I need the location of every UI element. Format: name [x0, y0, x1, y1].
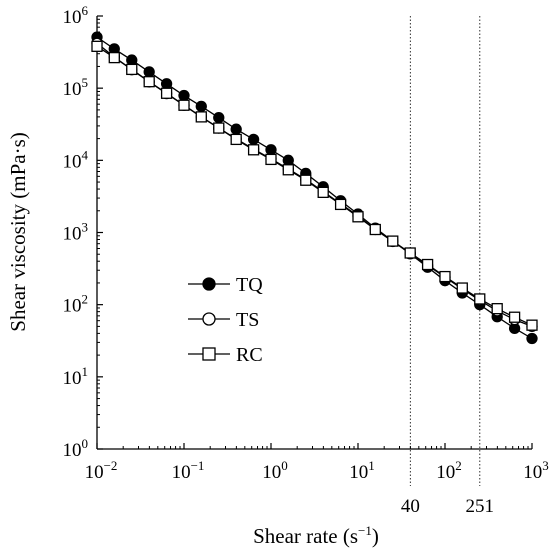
y-tick-label-4-base: 10 [63, 151, 82, 172]
x-axis-title-exp: −1 [358, 523, 372, 538]
point-rc-8 [230, 133, 242, 146]
x-tick-label-2: 100 [262, 458, 288, 483]
y-tick-label-2-exp: 2 [82, 292, 89, 307]
y-tick-label-6-base: 10 [63, 7, 82, 28]
legend-marker-tq [202, 277, 216, 291]
y-tick-label-0-base: 10 [63, 440, 82, 461]
legend-label-tq: TQ [236, 274, 263, 296]
y-tick-label-3-base: 10 [63, 224, 82, 245]
legend-label-rc: RC [236, 344, 263, 366]
point-rc-23 [491, 303, 503, 315]
y-tick-label-5: 105 [63, 75, 89, 100]
y-tick-label-3-exp: 3 [82, 220, 89, 235]
point-rc-7 [213, 122, 225, 134]
y-tick-label-2: 102 [63, 292, 89, 317]
reference-lines: 40 251 [401, 16, 494, 517]
legend-marker-rc [202, 347, 216, 361]
point-rc-17 [387, 235, 399, 247]
point-rc-2 [126, 63, 138, 76]
point-tq-25 [526, 332, 538, 345]
point-rc-13 [317, 186, 329, 199]
point-rc-4 [160, 87, 173, 99]
point-tq-2 [126, 54, 138, 66]
point-rc-21 [456, 282, 468, 294]
point-rc-11 [282, 164, 294, 176]
x-tick-label-1-exp: −1 [191, 458, 205, 473]
point-rc-6 [195, 111, 207, 123]
y-tick-label-1-base: 10 [63, 368, 82, 389]
point-rc-24 [508, 311, 521, 323]
point-rc-10 [265, 153, 277, 166]
y-tick-label-6-exp: 6 [82, 3, 89, 18]
y-tick-label-0: 100 [63, 436, 89, 461]
x-tick-label-5-base: 10 [523, 462, 542, 483]
legend: TQ TS RC [188, 274, 263, 366]
point-tq-9 [247, 133, 260, 146]
point-rc-14 [334, 198, 347, 211]
point-tq-6 [195, 100, 207, 112]
y-tick-label-5-exp: 5 [82, 75, 89, 90]
x-tick-label-3-exp: 1 [368, 458, 375, 473]
legend-label-ts: TS [236, 309, 259, 331]
point-rc-3 [143, 76, 155, 88]
point-rc-15 [352, 211, 364, 223]
x-tick-label-0-exp: −2 [104, 458, 118, 473]
point-rc-9 [247, 144, 260, 156]
series-ts [91, 37, 538, 333]
x-tick-label-1-base: 10 [172, 462, 191, 483]
point-tq-7 [213, 112, 225, 124]
point-rc-5 [178, 99, 190, 111]
point-rc-19 [421, 258, 434, 271]
point-tq-8 [230, 123, 242, 135]
x-axis-title-close: ) [372, 524, 379, 548]
y-tick-label-1: 101 [63, 364, 89, 389]
reference-line-label-251: 251 [466, 496, 495, 517]
x-tick-label-5: 103 [523, 458, 549, 483]
point-tq-4 [160, 78, 173, 90]
x-tick-label-3-base: 10 [349, 462, 368, 483]
x-tick-label-5-exp: 3 [542, 458, 549, 473]
legend-marker-ts [202, 312, 216, 326]
y-tick-label-2-base: 10 [63, 296, 82, 317]
point-tq-5 [178, 89, 190, 102]
point-rc-0 [91, 40, 103, 52]
y-tick-label-1-exp: 1 [82, 364, 89, 379]
x-tick-label-0: 10−2 [85, 458, 118, 483]
point-rc-16 [369, 223, 381, 236]
series-rc [91, 40, 538, 331]
x-tick-label-0-base: 10 [85, 462, 104, 483]
y-tick-label-5-base: 10 [63, 79, 82, 100]
y-tick-label-0-exp: 0 [82, 436, 89, 451]
x-tick-label-4: 102 [436, 458, 462, 483]
x-tick-label-1: 10−1 [172, 458, 205, 483]
point-rc-12 [300, 174, 312, 186]
point-rc-22 [474, 293, 486, 305]
point-rc-25 [526, 319, 538, 331]
x-tick-label-2-exp: 0 [281, 458, 288, 473]
y-tick-label-6: 106 [63, 3, 89, 28]
y-axis-title: Shear viscosity (mPa·s) [6, 132, 30, 331]
x-tick-label-3: 101 [349, 458, 375, 483]
series-layer [91, 31, 538, 345]
y-tick-label-3: 103 [63, 220, 89, 245]
x-ticks: 10−2 10−1 100 101 102 103 [85, 443, 549, 483]
point-rc-1 [108, 51, 120, 64]
y-tick-label-4-exp: 4 [82, 147, 89, 162]
point-tq-3 [143, 66, 155, 78]
x-tick-label-4-exp: 2 [455, 458, 462, 473]
point-rc-20 [439, 270, 451, 283]
y-tick-label-4: 104 [63, 147, 89, 172]
point-rc-18 [404, 247, 416, 259]
x-axis-title: Shear rate (s−1) [253, 523, 379, 548]
series-tq [91, 31, 538, 345]
x-tick-label-2-base: 10 [262, 462, 281, 483]
x-tick-label-4-base: 10 [436, 462, 455, 483]
reference-line-label-40: 40 [401, 496, 420, 517]
x-axis-title-main: Shear rate (s [253, 524, 358, 548]
